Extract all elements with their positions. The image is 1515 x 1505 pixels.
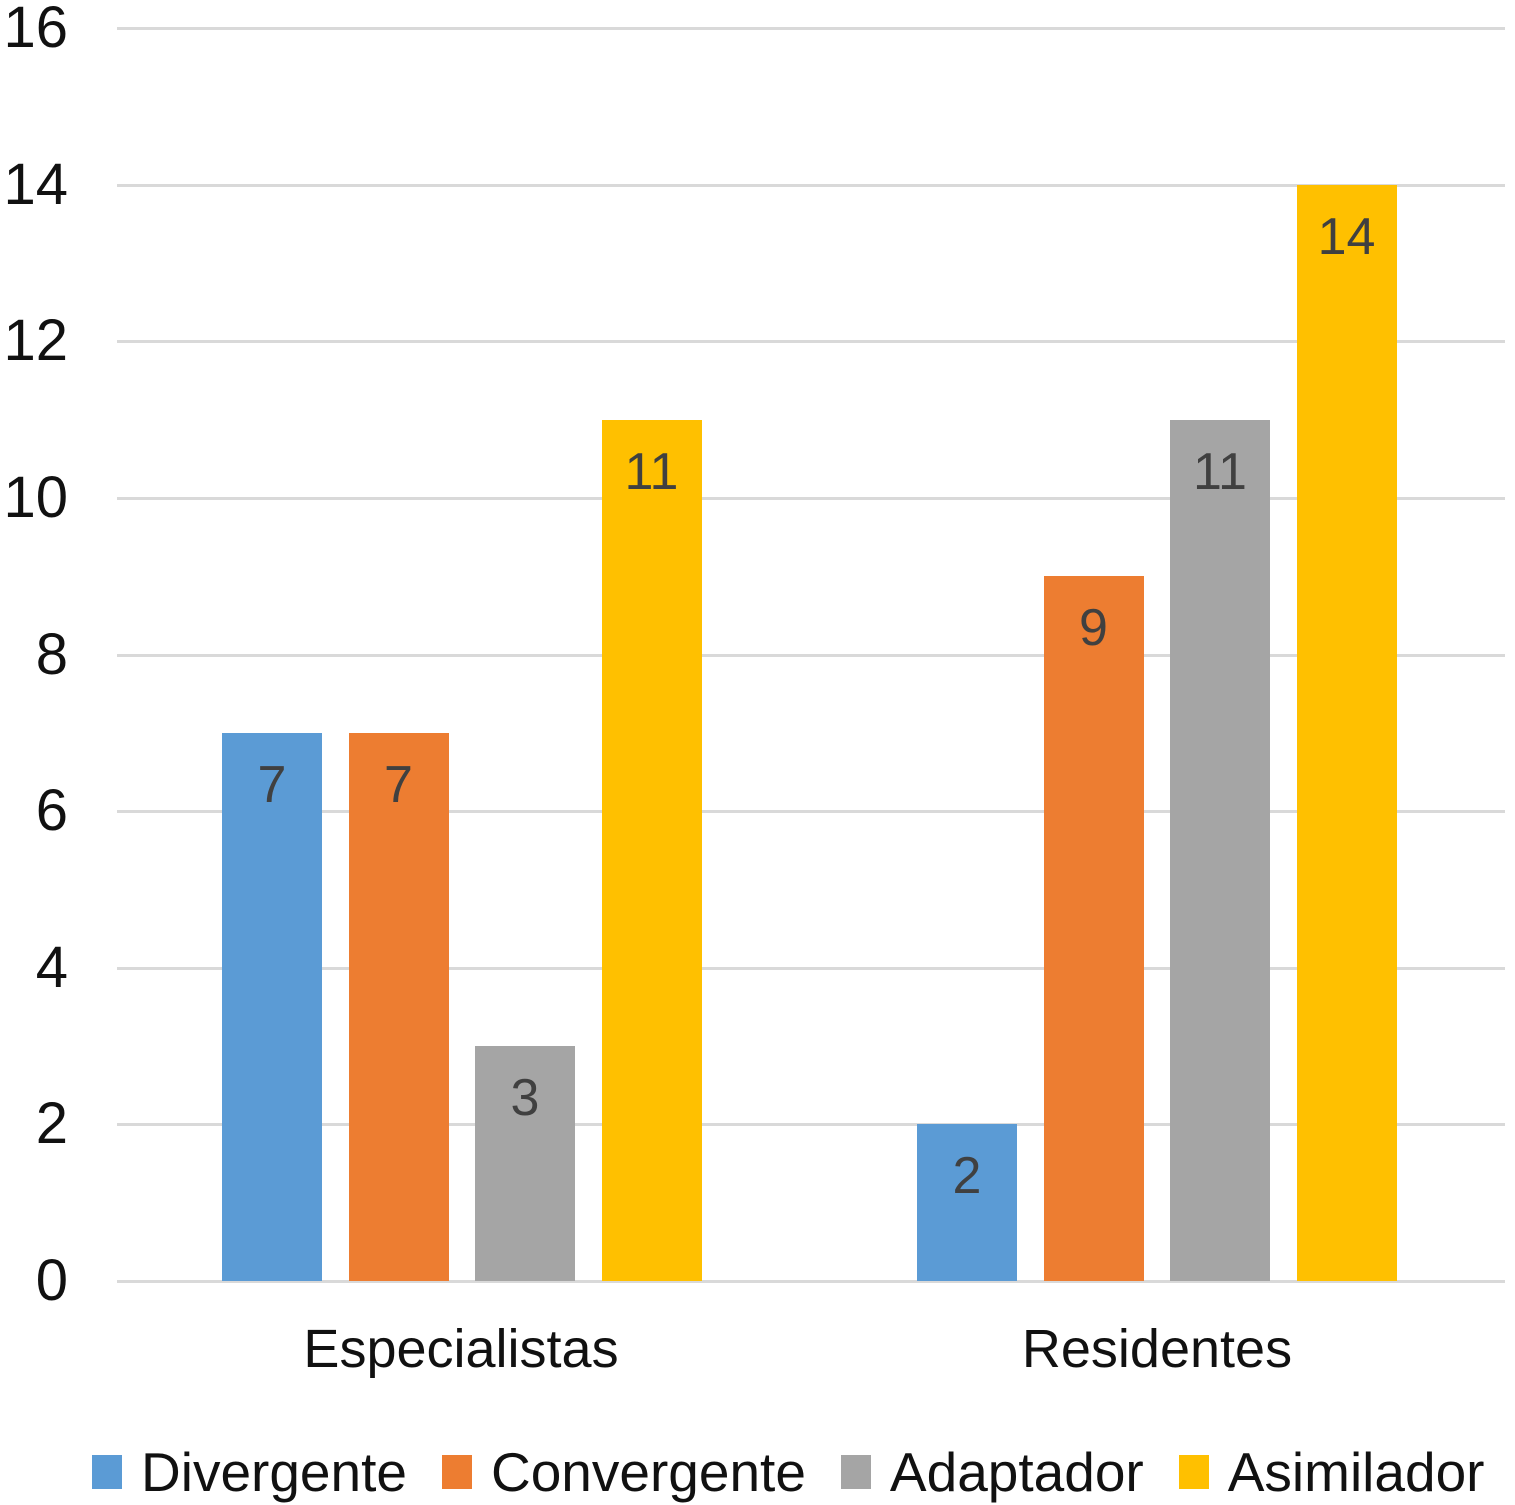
- bar-adaptador-residentes: 11: [1170, 419, 1270, 1281]
- bar-value-label: 9: [1079, 599, 1108, 658]
- y-tick-label-12: 12: [3, 308, 68, 374]
- y-tick-label-6: 6: [35, 778, 68, 844]
- bar-convergente-residentes: 9: [1043, 576, 1144, 1281]
- bar-asimilador-especialistas: 11: [601, 419, 702, 1281]
- bar-asimilador-residentes: 14: [1296, 184, 1397, 1281]
- legend: Divergente Convergente Adaptador Asimilador: [92, 1440, 1484, 1504]
- legend-color-swatch-divergente: [92, 1455, 122, 1489]
- bar-divergente-especialistas: 7: [222, 732, 322, 1281]
- gridline-0: [117, 1280, 1505, 1283]
- bar-value-label: 14: [1317, 207, 1376, 266]
- gridline-4: [117, 966, 1505, 970]
- legend-color-swatch-adaptador: [840, 1455, 871, 1489]
- legend-item-adaptador: Adaptador: [840, 1440, 1144, 1504]
- y-tick-label-8: 8: [35, 621, 68, 687]
- legend-item-asimilador: Asimilador: [1178, 1440, 1485, 1504]
- bar-value-label: 2: [952, 1147, 982, 1206]
- gridline-6: [117, 810, 1505, 814]
- y-tick-label-14: 14: [3, 151, 68, 217]
- y-tick-label-16: 16: [3, 0, 68, 60]
- bar-convergente-especialistas: 7: [348, 732, 449, 1281]
- gridline-2: [117, 1123, 1505, 1127]
- gridline-8: [117, 653, 1505, 657]
- legend-label-adaptador: Adaptador: [889, 1441, 1144, 1503]
- gridline-12: [117, 340, 1505, 344]
- legend-label-divergente: Divergente: [141, 1441, 407, 1503]
- bar-value-label: 11: [624, 442, 679, 501]
- bar-value-label: 7: [257, 755, 287, 814]
- y-tick-label-2: 2: [35, 1091, 68, 1157]
- legend-color-swatch-asimilador: [1178, 1455, 1209, 1489]
- bar-adaptador-especialistas: 3: [475, 1046, 575, 1281]
- bar-value-label: 11: [1193, 442, 1247, 501]
- legend-item-convergente: Convergente: [441, 1440, 806, 1504]
- y-tick-label-0: 0: [35, 1248, 68, 1313]
- legend-color-swatch-convergente: [441, 1455, 472, 1489]
- y-tick-label-10: 10: [3, 464, 68, 530]
- x-category-label-residentes: Residentes: [1021, 1319, 1293, 1379]
- gridline-16: [117, 27, 1505, 30]
- x-category-label-especialistas: Especialistas: [303, 1319, 619, 1379]
- gridline-10: [117, 496, 1505, 500]
- legend-item-divergente: Divergente: [92, 1440, 407, 1504]
- bar-value-label: 3: [510, 1069, 540, 1128]
- legend-label-convergente: Convergente: [490, 1441, 806, 1503]
- legend-label-asimilador: Asimilador: [1227, 1441, 1485, 1503]
- bar-value-label: 7: [384, 755, 413, 814]
- y-tick-label-4: 4: [35, 934, 68, 1000]
- gridline-14: [117, 183, 1505, 187]
- bar-divergente-residentes: 2: [917, 1124, 1017, 1281]
